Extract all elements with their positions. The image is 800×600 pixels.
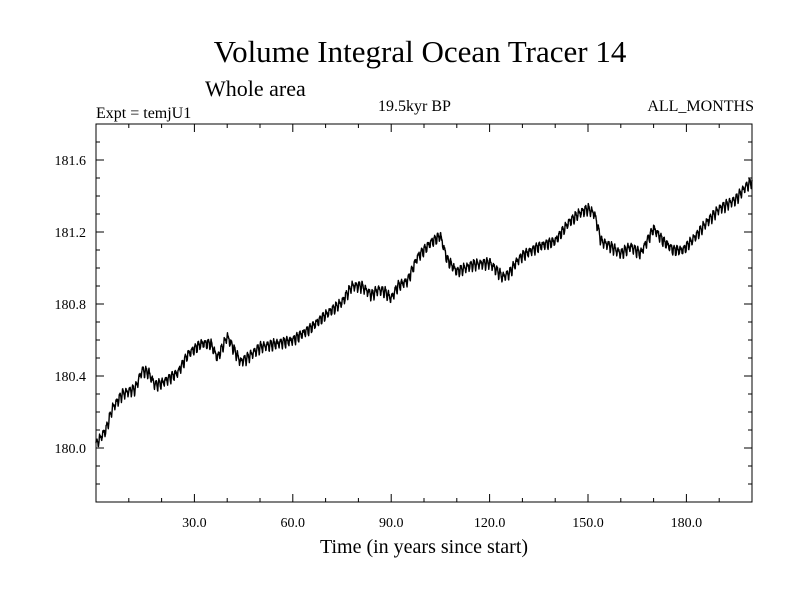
experiment-label: Expt = temjU1 — [96, 105, 192, 122]
x-tick-label: 120.0 — [474, 516, 506, 531]
period-label: 19.5kyr BP — [378, 98, 451, 115]
plot-frame — [95, 123, 753, 503]
x-tick-label: 30.0 — [182, 516, 207, 531]
series-line — [95, 178, 753, 448]
x-tick-label: 90.0 — [379, 516, 404, 531]
x-axis-label: Time (in years since start) — [319, 536, 529, 558]
x-tick-label: 150.0 — [572, 516, 604, 531]
y-tick-label: 180.0 — [55, 442, 87, 457]
chart-subtitle: Whole area — [205, 76, 306, 101]
x-tick-label: 60.0 — [281, 516, 306, 531]
x-tick-label: 180.0 — [671, 516, 703, 531]
y-tick-label: 181.6 — [55, 154, 87, 169]
y-tick-label: 180.4 — [55, 370, 87, 385]
chart-title: Volume Integral Ocean Tracer 14 — [213, 34, 627, 69]
months-label: ALL_MONTHS — [647, 98, 754, 115]
y-tick-label: 181.2 — [55, 226, 87, 241]
y-tick-label: 180.8 — [55, 298, 87, 313]
